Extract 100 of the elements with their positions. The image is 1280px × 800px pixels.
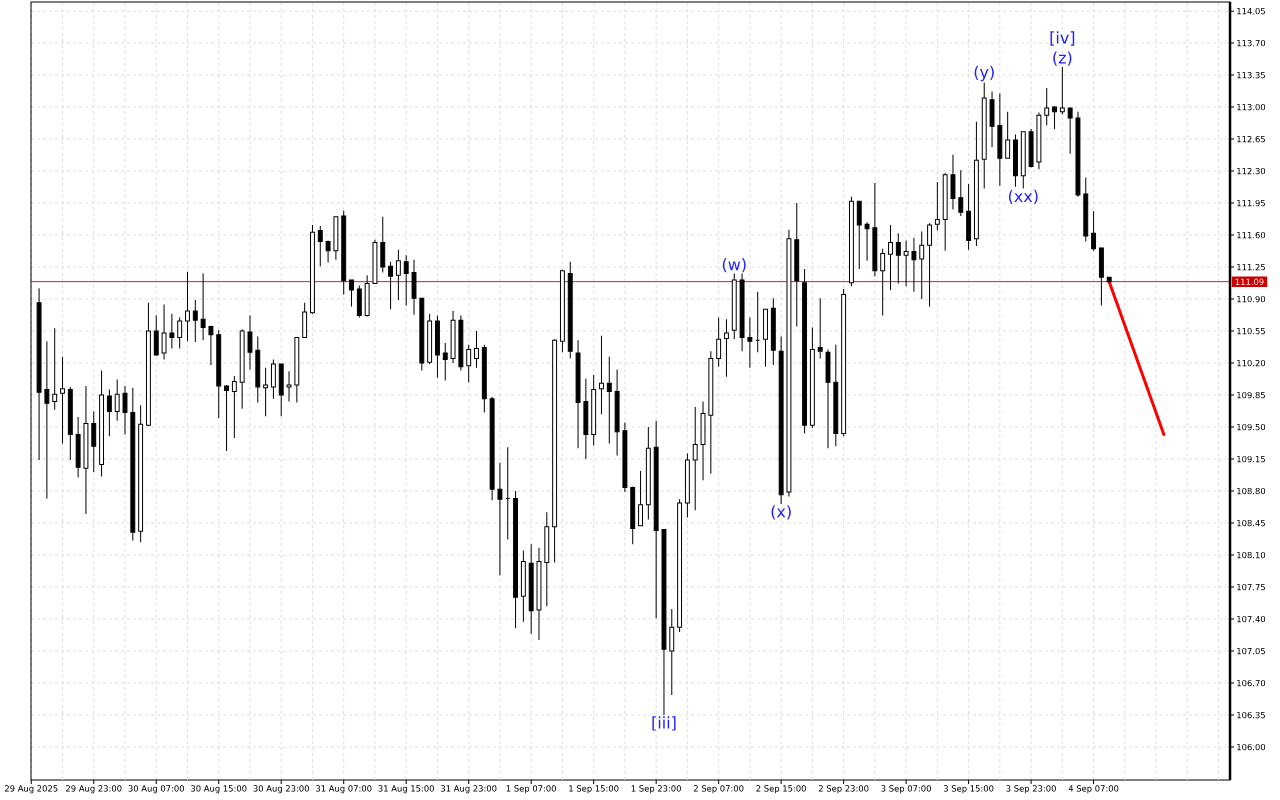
y-tick-label: 107.75 [1237,583,1265,591]
candlestick [802,268,808,434]
candlestick [450,310,456,364]
x-tick-label: 30 Aug 07:00 [128,785,184,794]
candlestick [692,406,698,511]
candlestick [349,279,354,307]
candlestick [247,315,253,371]
x-tick-label: 3 Sep 23:00 [1006,785,1056,794]
candlestick [1020,131,1026,189]
candlestick [169,313,175,349]
y-tick-label: 112.30 [1237,167,1266,175]
candlestick [903,240,909,287]
candlestick [83,385,89,515]
candlestick [825,348,831,449]
x-tick-label: 29 Aug 2025 [4,785,58,794]
candlestick [934,181,940,232]
y-tick-label: 108.10 [1237,551,1266,559]
candlestick [99,369,105,477]
candlestick [567,261,573,360]
candlestick [403,254,409,307]
candlestick [833,344,839,447]
y-tick-label: 109.50 [1237,423,1266,431]
candlestick [755,291,761,353]
candlestick [52,327,58,411]
y-tick-label: 113.35 [1237,71,1265,79]
candlestick [575,339,581,449]
candlestick [1083,177,1089,243]
candlestick [888,224,893,291]
candlestick [1091,210,1097,252]
candlestick [653,420,659,619]
candlestick [333,216,339,261]
annotation: (xx) [1008,189,1038,205]
candlestick [724,318,729,378]
y-tick-label: 107.05 [1237,647,1265,655]
candlestick [911,237,917,293]
candlestick [411,259,417,316]
candlestick [552,339,558,563]
candlestick [497,462,503,576]
candlestick [286,370,292,403]
candlestick [973,121,979,247]
candlestick [747,316,753,369]
candlestick [997,92,1003,187]
candlestick [536,547,542,641]
x-tick-label: 31 Aug 23:00 [441,785,497,794]
candlestick [739,273,745,352]
candlestick [661,529,667,716]
candlestick [919,230,925,300]
candlestick [950,154,956,211]
x-tick-label: 3 Sep 15:00 [943,785,994,794]
candlestick [895,232,901,285]
candlestick [856,200,862,270]
candlestick [872,182,878,277]
y-tick-label: 114.05 [1237,7,1265,15]
candlestick [864,221,870,262]
candlestick [263,367,269,417]
x-tick-label: 4 Sep 07:00 [1068,785,1119,794]
candlestick [708,350,714,475]
y-tick-label: 110.90 [1237,295,1266,303]
y-tick-label: 108.45 [1237,519,1265,527]
candlestick [75,416,81,478]
y-tick-label: 107.40 [1237,615,1266,623]
candlestick [591,374,597,446]
x-tick-label: 30 Aug 15:00 [191,785,247,794]
candlestick [606,356,612,445]
candlestick [669,608,675,696]
candlestick [763,308,768,368]
candlestick [231,375,237,439]
y-tick-label: 111.25 [1237,263,1265,271]
candlestick [1106,276,1112,283]
candlestick [989,91,995,148]
annotation: [iii] [652,716,676,731]
y-tick-label: 106.00 [1237,743,1266,751]
annotation: [iv] [1050,31,1075,46]
candlestick [528,543,534,635]
x-tick-label: 31 Aug 15:00 [378,785,434,794]
candlestick [1044,87,1050,126]
ref-line-label: 111.09 [1235,278,1264,285]
candlestick [786,229,792,498]
candlestick [966,183,972,251]
candlestick [778,336,784,505]
candlestick [185,271,190,342]
y-tick-label: 108.80 [1237,487,1266,495]
candlestick [91,411,97,473]
candlestick [645,426,651,520]
candlestick [622,422,628,493]
annotation: (z) [1053,51,1072,66]
x-tick-label: 29 Aug 23:00 [66,785,122,794]
candlestick [513,490,519,629]
x-tick-label: 2 Sep 15:00 [756,785,806,794]
candlestick [981,81,987,189]
candlestick [161,304,167,360]
candlestick [1005,111,1011,159]
candlestick [520,550,526,623]
x-tick-label: 30 Aug 23:00 [253,785,309,794]
x-tick-label: 31 Aug 07:00 [316,785,372,794]
x-tick-label: 2 Sep 07:00 [693,785,744,794]
y-tick-label: 106.35 [1237,711,1265,719]
candlestick [817,297,823,360]
candlestick [44,340,50,499]
candlestick [395,249,401,301]
